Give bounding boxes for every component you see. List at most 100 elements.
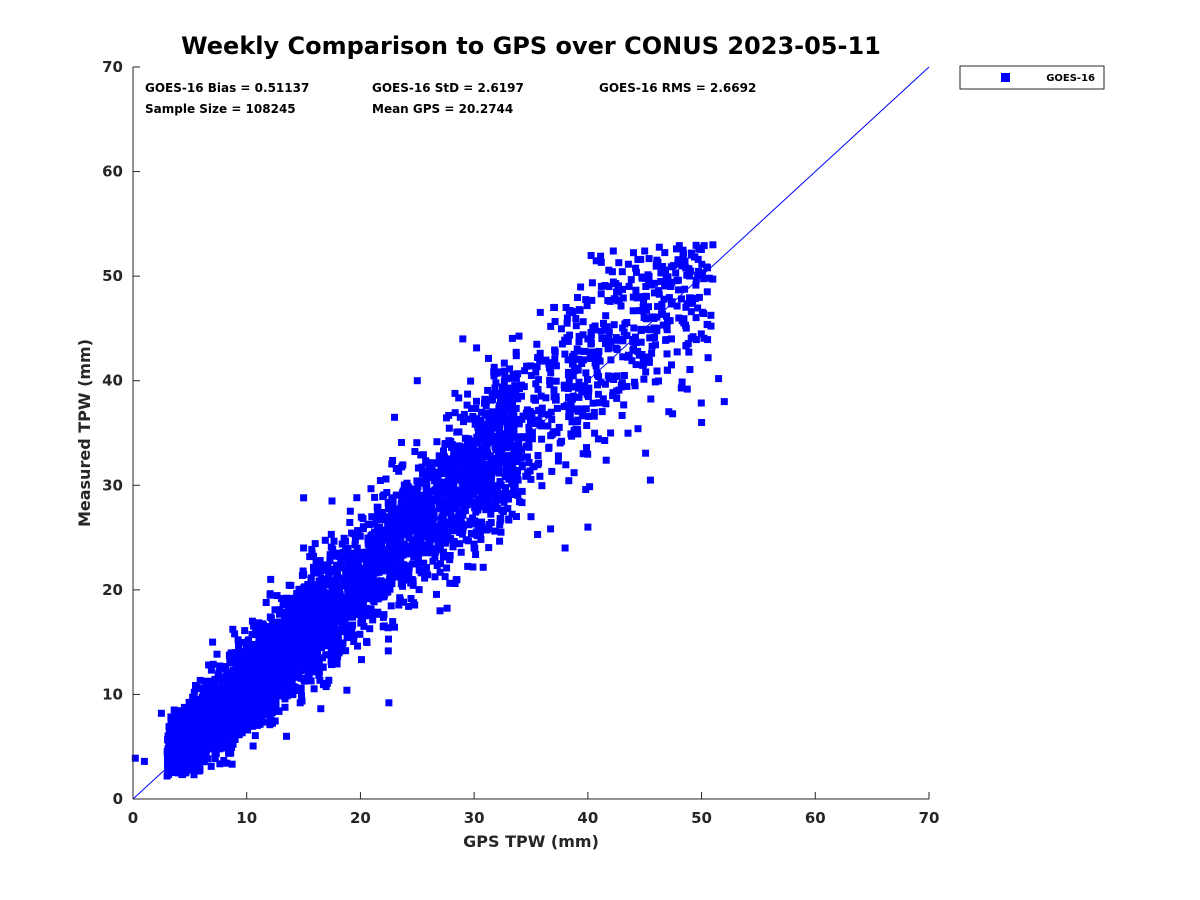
- data-point: [479, 563, 487, 571]
- data-point: [304, 614, 312, 622]
- data-point: [662, 336, 670, 344]
- data-point: [582, 369, 590, 377]
- data-point: [624, 260, 632, 268]
- data-point: [355, 554, 362, 562]
- data-point: [542, 356, 550, 364]
- data-point: [403, 511, 411, 518]
- data-point: [454, 486, 462, 494]
- data-point: [556, 439, 564, 447]
- data-point: [436, 491, 444, 499]
- data-point: [585, 412, 592, 420]
- data-point: [259, 632, 267, 640]
- data-point: [563, 319, 571, 327]
- data-point: [239, 713, 246, 721]
- data-point: [271, 674, 279, 682]
- data-point: [346, 549, 354, 557]
- data-point: [707, 311, 715, 319]
- data-point: [224, 734, 232, 742]
- data-point: [428, 549, 436, 557]
- data-point: [398, 489, 406, 497]
- data-point: [457, 548, 465, 556]
- data-point: [470, 500, 478, 507]
- data-point: [592, 257, 600, 265]
- data-point: [591, 353, 599, 361]
- data-point: [380, 491, 388, 499]
- data-point: [570, 469, 578, 477]
- data-point: [577, 283, 585, 291]
- data-point: [394, 529, 401, 536]
- data-point: [420, 559, 428, 567]
- data-point: [692, 241, 700, 249]
- data-point: [291, 595, 299, 603]
- data-point: [492, 443, 499, 451]
- data-point: [378, 581, 386, 588]
- data-point: [343, 634, 351, 642]
- data-point: [310, 552, 318, 560]
- data-point: [469, 412, 477, 420]
- data-point: [687, 334, 695, 342]
- data-point: [623, 332, 631, 340]
- data-point: [486, 431, 494, 439]
- data-point: [315, 632, 323, 640]
- data-point: [285, 609, 293, 617]
- data-point: [209, 660, 217, 668]
- data-point: [512, 386, 520, 394]
- data-point: [678, 262, 686, 270]
- data-point: [297, 603, 305, 611]
- data-point: [651, 333, 658, 341]
- data-point: [212, 716, 220, 724]
- data-point: [220, 757, 228, 764]
- data-point: [464, 449, 471, 457]
- data-point: [503, 424, 511, 432]
- data-point: [343, 571, 350, 579]
- data-point: [495, 433, 503, 441]
- data-point: [207, 762, 215, 770]
- data-point: [198, 729, 206, 737]
- data-point: [298, 692, 305, 700]
- data-point: [515, 332, 523, 340]
- data-point: [586, 354, 594, 362]
- data-point: [604, 345, 612, 353]
- data-point: [284, 604, 292, 612]
- data-point: [345, 553, 353, 561]
- data-point: [229, 625, 237, 633]
- data-point: [498, 383, 506, 391]
- data-point: [293, 611, 301, 619]
- data-point: [447, 535, 454, 543]
- data-point: [235, 641, 242, 649]
- data-point: [490, 363, 498, 371]
- data-point: [694, 304, 702, 312]
- data-point: [295, 673, 303, 681]
- data-point: [506, 458, 514, 466]
- data-point: [653, 327, 661, 335]
- data-point: [487, 510, 495, 518]
- data-point: [348, 529, 356, 537]
- data-point: [609, 278, 617, 286]
- data-point: [199, 692, 207, 700]
- data-point: [378, 541, 386, 549]
- data-point: [638, 274, 646, 282]
- data-point: [569, 359, 577, 367]
- data-point: [605, 266, 613, 274]
- data-point: [697, 246, 705, 253]
- data-point: [565, 393, 572, 401]
- data-point: [310, 563, 317, 571]
- data-point: [502, 463, 510, 471]
- data-point: [296, 631, 304, 639]
- data-point: [525, 423, 533, 431]
- data-point: [456, 476, 464, 484]
- data-point: [624, 429, 632, 437]
- data-point: [360, 548, 368, 556]
- data-point: [433, 483, 441, 491]
- data-point: [400, 571, 408, 578]
- data-point: [402, 517, 410, 524]
- data-point: [331, 594, 339, 602]
- data-point: [508, 491, 516, 498]
- data-point: [529, 463, 537, 471]
- data-point: [575, 355, 583, 363]
- data-point: [534, 531, 542, 538]
- data-point: [439, 553, 447, 561]
- data-point: [346, 507, 354, 515]
- data-point: [566, 331, 574, 339]
- data-point: [289, 612, 297, 619]
